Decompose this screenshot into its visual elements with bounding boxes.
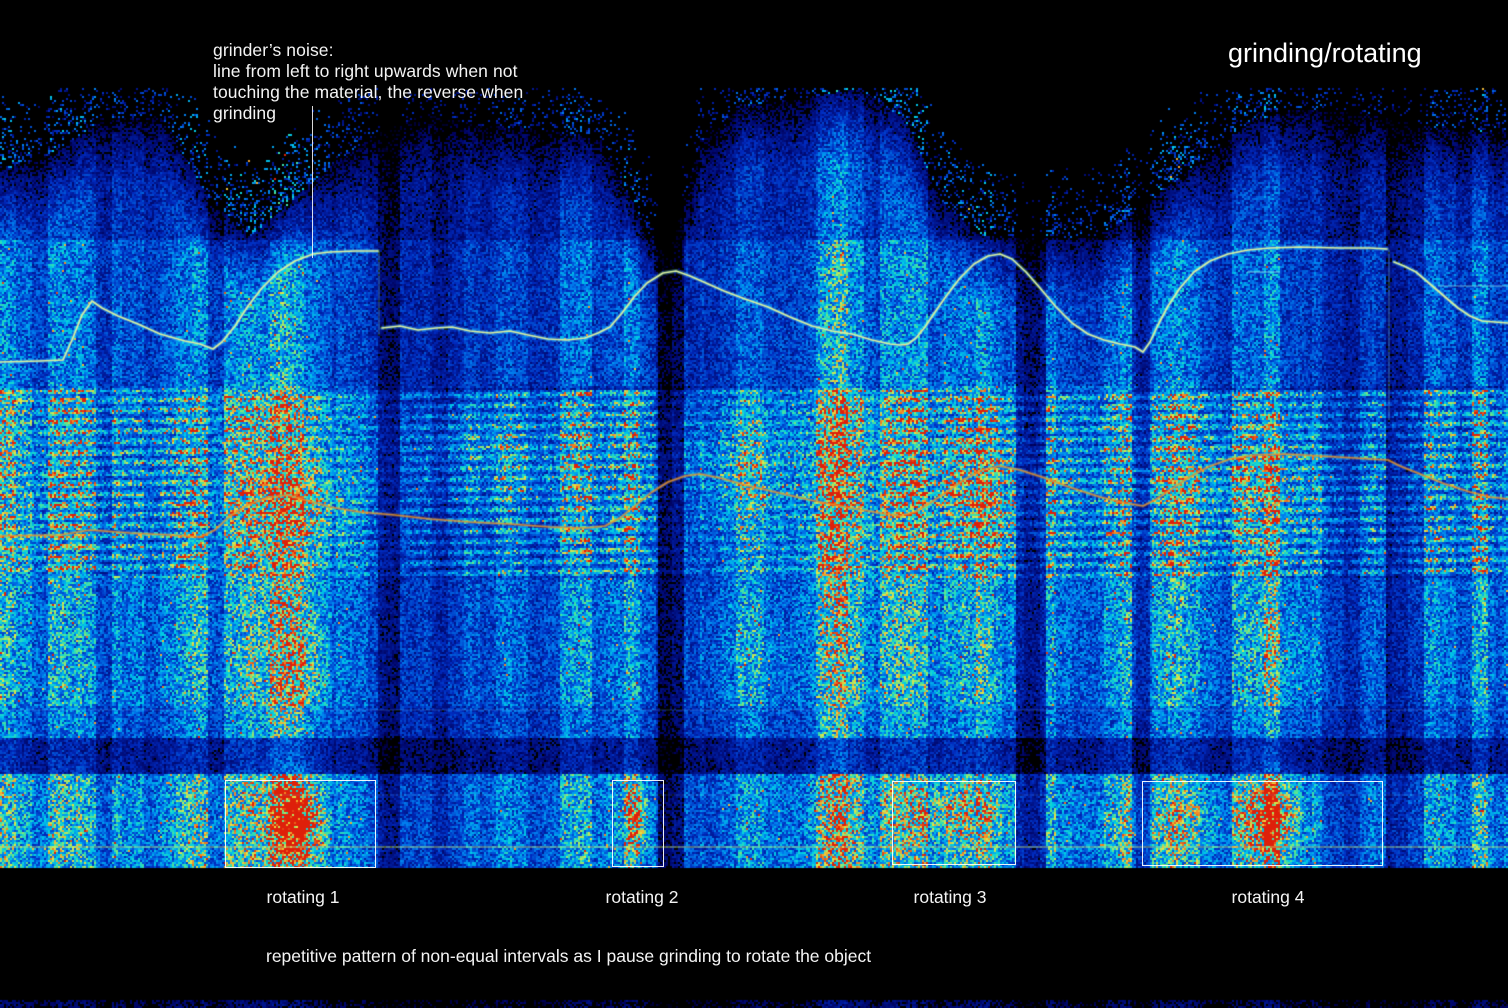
- annotation-pointer-line: [312, 106, 313, 258]
- caption-text: repetitive pattern of non-equal interval…: [266, 946, 872, 966]
- region-box-rotating-2: [612, 780, 664, 867]
- region-box-rotating-4: [1142, 781, 1383, 866]
- region-box-rotating-3: [892, 781, 1016, 865]
- region-label-rotating-4: rotating 4: [1231, 887, 1305, 907]
- region-label-rotating-3: rotating 3: [913, 887, 987, 907]
- region-box-rotating-1: [225, 780, 376, 868]
- region-label-rotating-1: rotating 1: [266, 887, 340, 907]
- page-title: grinding/rotating: [1228, 38, 1422, 68]
- region-label-rotating-2: rotating 2: [605, 887, 679, 907]
- annotation-grinders-noise: grinder’s noise: line from left to right…: [213, 40, 524, 123]
